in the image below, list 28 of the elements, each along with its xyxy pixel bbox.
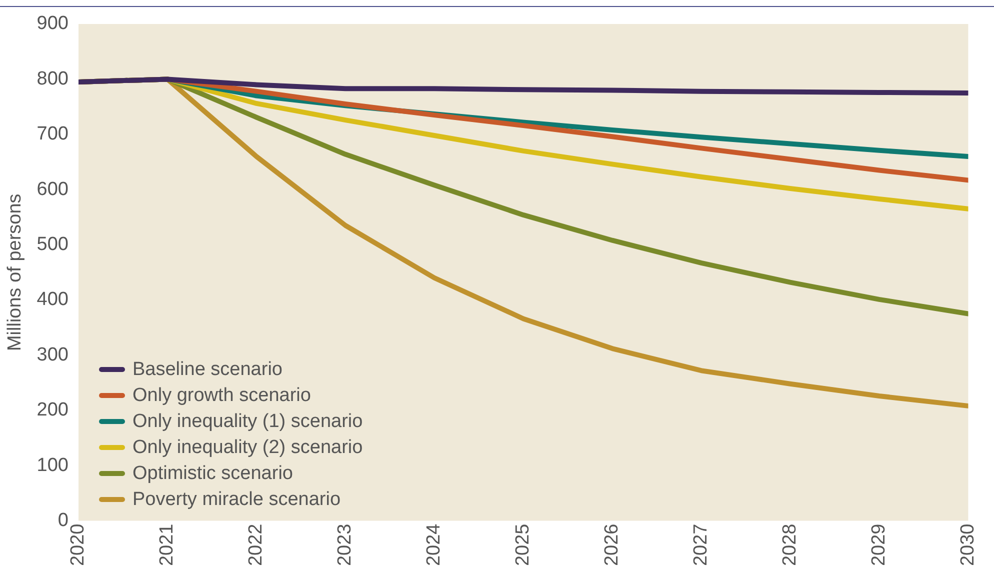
y-tick-label: 600 <box>36 178 68 200</box>
y-tick-label: 500 <box>36 234 68 256</box>
x-tick-label: 2024 <box>424 523 445 566</box>
legend-label: Only inequality (1) scenario <box>132 410 363 434</box>
x-tick-label: 2023 <box>334 524 356 566</box>
x-tick-label: 2029 <box>868 524 890 566</box>
legend-label: Poverty miracle scenario <box>132 488 341 512</box>
y-tick-label: 100 <box>36 454 68 476</box>
x-tick-label: 2026 <box>602 524 623 566</box>
legend-label: Only inequality (2) scenario <box>132 436 363 460</box>
x-tick-label: 2025 <box>512 524 534 566</box>
y-tick-label: 200 <box>36 400 68 421</box>
legend-label: Only growth scenario <box>132 384 311 408</box>
y-tick-label: 800 <box>36 68 68 90</box>
y-tick-label: 0 <box>58 510 68 531</box>
y-tick-label: 300 <box>36 344 68 366</box>
x-tick-label: 2020 <box>68 524 89 566</box>
legend-label: Optimistic scenario <box>132 462 293 486</box>
x-tick-label: 2030 <box>957 524 978 566</box>
x-tick-label: 2028 <box>779 524 800 566</box>
x-tick-label: 2021 <box>156 524 178 566</box>
x-tick-label: 2027 <box>690 524 712 566</box>
y-tick-label: 700 <box>36 124 68 145</box>
y-tick-label: 400 <box>36 289 68 310</box>
y-tick-label: 900 <box>36 13 68 34</box>
x-tick-label: 2022 <box>246 524 267 566</box>
legend-label: Baseline scenario <box>132 358 282 382</box>
y-axis-title: Millions of persons <box>4 194 26 352</box>
